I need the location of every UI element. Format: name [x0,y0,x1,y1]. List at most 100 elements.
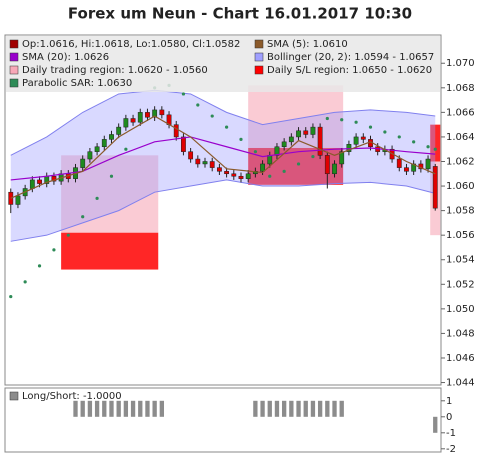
candle-body [432,166,438,209]
candle-body [396,158,402,168]
bar [152,400,157,417]
bar [260,400,265,417]
candle-body [173,124,179,138]
candle-body [195,158,201,165]
candle-body [346,144,352,152]
candle-body [181,136,186,152]
sar-dot [296,162,301,166]
legend-label: SMA (20): 1.0626 [22,52,109,63]
candle-body [224,171,230,175]
candle-body [188,151,194,160]
bar [317,400,323,417]
sar-dot [66,233,70,237]
y-tick-label: -2 [446,444,456,455]
bollinger-lower [10,179,436,242]
y-tick-label: 1.058 [446,206,475,217]
sar-dot [109,174,114,178]
bollinger-upper [10,89,436,156]
candle-body [339,151,345,165]
sar-dot [52,248,56,252]
y-tick-label: -1 [446,428,456,439]
sar-dot [426,145,430,149]
sar-dot [412,140,416,144]
bar [325,400,330,417]
y-tick-label: 1.070 [446,58,475,69]
candle-body [101,139,107,148]
candle-body [303,130,309,135]
legend-swatch [254,52,264,62]
candle-body [288,136,294,143]
candle-body [310,126,316,135]
y-tick-label: 1.060 [446,181,475,192]
trading-region [248,85,344,148]
legend-swatch [254,39,264,49]
y-tick-label: 0 [446,412,452,423]
bar [109,400,114,417]
candle-body [29,179,35,189]
candle-body [94,146,100,152]
sar-dot [282,169,286,173]
candle-body [209,161,215,168]
y-tick-label: 1.050 [446,304,475,315]
candle-body [159,109,165,116]
legend-label: Op:1.0616, Hi:1.0618, Lo:1.0580, Cl:1.05… [22,39,240,50]
sar-dot [268,174,272,178]
y-tick-label: 1.054 [446,255,475,266]
legend-label: SMA (5): 1.0610 [267,39,348,50]
y-tick-label: 1.062 [446,156,475,167]
bar [130,400,136,417]
y-tick-label: 1.068 [446,83,475,94]
bar [73,400,78,417]
candle-body [267,155,273,165]
bar [123,400,129,417]
y-tick-label: 1 [446,396,452,407]
candle-body [360,136,366,140]
legend-label: Long/Short: -1.0000 [22,391,122,402]
legend-swatch [9,39,19,49]
candle-body [274,146,280,156]
sar-dot [433,147,437,151]
candle-body [245,173,251,179]
sar-dot [37,264,42,268]
candle-body [202,161,208,165]
bar [87,400,93,417]
legend-swatch [9,78,19,88]
legend-box [6,36,440,92]
candle-body [51,175,57,182]
legend-swatch [9,391,19,401]
sar-dot [397,135,401,139]
sar-dot [181,92,186,96]
bar [102,400,107,417]
sl-region [61,232,159,270]
candle-body [80,158,86,168]
candle-body [130,118,136,123]
y-tick-label: 1.066 [446,107,475,118]
bar [267,400,272,417]
candle-body [404,167,409,172]
bar [116,400,121,417]
legend-swatch [9,52,19,62]
candle-body [116,126,122,135]
legend-swatch [9,65,19,75]
sar-dot [383,130,387,134]
candle-body [296,130,301,138]
candle-body [87,151,93,160]
candle-body [324,155,330,175]
bar [80,400,85,417]
bar [253,400,258,417]
bar [138,400,143,417]
sar-dot [210,114,214,118]
sar-dot [239,137,243,141]
legend-label: Bollinger (20, 2): 1.0594 - 1.0657 [267,52,434,63]
bar [274,400,280,417]
bar [159,400,165,417]
sar-dot [354,120,358,124]
candle-body [152,109,158,118]
legend-swatch [254,65,264,75]
candle-body [145,112,150,118]
sar-dot [325,116,329,121]
bar [310,400,316,417]
candle-body [281,141,287,148]
